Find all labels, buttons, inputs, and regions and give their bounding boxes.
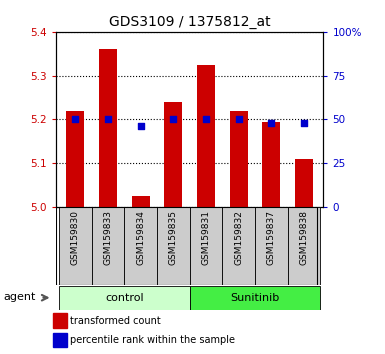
Bar — [190, 207, 222, 285]
Text: transformed count: transformed count — [70, 316, 161, 326]
Bar — [67, 111, 84, 207]
Bar — [164, 102, 182, 207]
Point — [268, 120, 274, 126]
Text: Sunitinib: Sunitinib — [230, 293, 280, 303]
Point — [137, 124, 144, 129]
Bar — [157, 207, 190, 285]
Bar — [132, 196, 150, 207]
Point — [170, 117, 176, 122]
Title: GDS3109 / 1375812_at: GDS3109 / 1375812_at — [109, 16, 270, 29]
Bar — [288, 207, 320, 285]
Point — [236, 117, 242, 122]
Text: control: control — [105, 293, 144, 303]
Point — [203, 117, 209, 122]
Text: GSM159834: GSM159834 — [136, 210, 145, 265]
Text: agent: agent — [3, 292, 35, 302]
Bar — [295, 159, 313, 207]
Text: GSM159830: GSM159830 — [71, 210, 80, 265]
Point — [105, 117, 111, 122]
Bar — [190, 286, 320, 310]
Bar — [59, 286, 190, 310]
Text: GSM159832: GSM159832 — [234, 210, 243, 265]
Text: GSM159833: GSM159833 — [104, 210, 112, 265]
Bar — [92, 207, 124, 285]
Text: GSM159837: GSM159837 — [267, 210, 276, 265]
Bar — [59, 207, 92, 285]
Bar — [99, 49, 117, 207]
Text: GSM159835: GSM159835 — [169, 210, 178, 265]
Bar — [197, 65, 215, 207]
Point — [72, 117, 79, 122]
Bar — [222, 207, 255, 285]
Bar — [52, 314, 67, 328]
Text: GSM159838: GSM159838 — [299, 210, 308, 265]
Bar — [52, 332, 67, 347]
Text: GSM159831: GSM159831 — [201, 210, 211, 265]
Bar — [229, 111, 248, 207]
Bar — [255, 207, 288, 285]
Bar — [124, 207, 157, 285]
Bar — [262, 122, 280, 207]
Point — [301, 120, 307, 126]
Text: percentile rank within the sample: percentile rank within the sample — [70, 335, 235, 345]
